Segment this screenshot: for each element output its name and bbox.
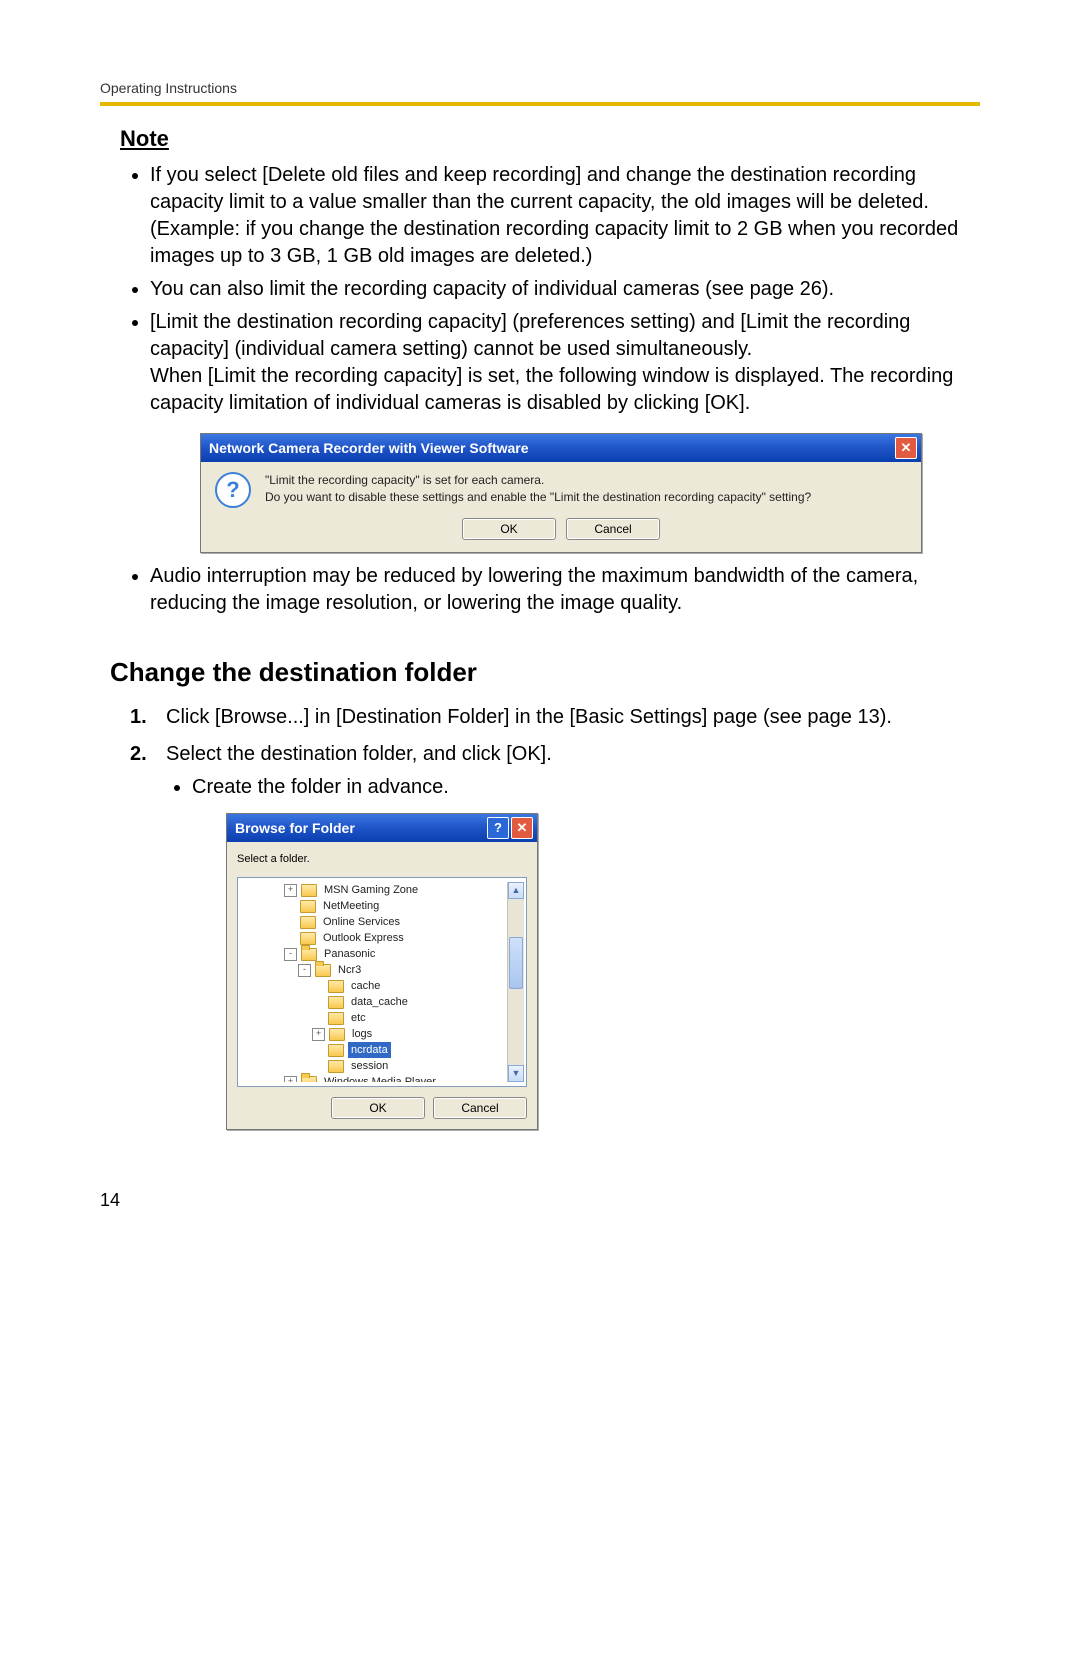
bullet-text: If you select [Delete old files and keep… (150, 162, 980, 270)
tree-node[interactable]: + Windows Media Player (242, 1074, 507, 1082)
node-label: ncrdata (348, 1042, 391, 1058)
document-page: Operating Instructions Note If you selec… (0, 0, 1080, 1271)
folder-icon (315, 964, 331, 977)
tree-node[interactable]: cache (242, 978, 507, 994)
note-bullet: [Limit the destination recording capacit… (150, 309, 980, 553)
header-text: Operating Instructions (100, 80, 980, 96)
steps-list: Click [Browse...] in [Destination Folder… (130, 704, 980, 1130)
section-heading: Change the destination folder (110, 657, 980, 688)
tree-node[interactable]: data_cache (242, 994, 507, 1010)
tree-node[interactable]: + MSN Gaming Zone (242, 882, 507, 898)
dialog-message: "Limit the recording capacity" is set fo… (265, 472, 811, 506)
dialog-prompt: Select a folder. (237, 852, 527, 867)
folder-icon (328, 1044, 344, 1057)
folder-icon (300, 932, 316, 945)
help-icon[interactable]: ? (487, 817, 509, 839)
node-label: session (348, 1058, 391, 1074)
node-label: logs (349, 1026, 375, 1042)
note-bullet: You can also limit the recording capacit… (150, 276, 980, 303)
dialog-message-line: Do you want to disable these settings an… (265, 489, 811, 506)
sub-bullet-list: Create the folder in advance. (192, 774, 980, 801)
question-icon: ? (215, 472, 251, 508)
folder-icon (329, 1028, 345, 1041)
dialog-message-line: "Limit the recording capacity" is set fo… (265, 472, 811, 489)
page-number: 14 (100, 1190, 980, 1211)
header-rule (100, 102, 980, 106)
folder-icon (328, 1012, 344, 1025)
step-text: Select the destination folder, and click… (166, 743, 552, 765)
dialog-button-row: OK Cancel (215, 518, 907, 540)
step-item: Click [Browse...] in [Destination Folder… (130, 704, 980, 731)
expand-icon[interactable]: + (284, 1076, 297, 1083)
dialog-title: Network Camera Recorder with Viewer Soft… (209, 439, 529, 458)
confirm-dialog: Network Camera Recorder with Viewer Soft… (200, 433, 922, 553)
note-bullet: If you select [Delete old files and keep… (150, 162, 980, 270)
node-label: data_cache (348, 994, 411, 1010)
node-label: etc (348, 1010, 369, 1026)
browse-folder-dialog: Browse for Folder ? ✕ Select a folder. +… (226, 813, 538, 1130)
node-label: NetMeeting (320, 898, 382, 914)
collapse-icon[interactable]: - (284, 948, 297, 961)
tree-node[interactable]: ncrdata (242, 1042, 507, 1058)
step-item: Select the destination folder, and click… (130, 741, 980, 1130)
tree-node[interactable]: + logs (242, 1026, 507, 1042)
folder-icon (301, 948, 317, 961)
folder-icon (300, 916, 316, 929)
node-label: MSN Gaming Zone (321, 882, 421, 898)
dialog-body: ? "Limit the recording capacity" is set … (201, 462, 921, 552)
node-label: Ncr3 (335, 962, 364, 978)
ok-button[interactable]: OK (462, 518, 556, 540)
tree-node[interactable]: Outlook Express (242, 930, 507, 946)
close-icon[interactable]: ✕ (511, 817, 533, 839)
collapse-icon[interactable]: - (298, 964, 311, 977)
node-label: Online Services (320, 914, 403, 930)
folder-icon (300, 900, 316, 913)
scrollbar-vertical[interactable]: ▲ ▼ (507, 882, 524, 1082)
cancel-button[interactable]: Cancel (566, 518, 660, 540)
note-bullet-list: If you select [Delete old files and keep… (150, 162, 980, 617)
cancel-button[interactable]: Cancel (433, 1097, 527, 1119)
folder-tree-container: + MSN Gaming Zone NetMeeting Online Servi… (237, 877, 527, 1087)
tree-node[interactable]: Online Services (242, 914, 507, 930)
tree-node[interactable]: etc (242, 1010, 507, 1026)
note-heading: Note (120, 126, 980, 152)
ok-button[interactable]: OK (331, 1097, 425, 1119)
titlebar-buttons: ? ✕ (487, 817, 533, 839)
node-label: Panasonic (321, 946, 378, 962)
node-label: cache (348, 978, 383, 994)
expand-icon[interactable]: + (312, 1028, 325, 1041)
sub-bullet-item: Create the folder in advance. (192, 774, 980, 801)
note-bullet: Audio interruption may be reduced by low… (150, 563, 980, 617)
folder-icon (328, 980, 344, 993)
tree-node[interactable]: NetMeeting (242, 898, 507, 914)
scroll-down-icon[interactable]: ▼ (508, 1065, 524, 1082)
folder-icon (301, 884, 317, 897)
scroll-up-icon[interactable]: ▲ (508, 882, 524, 899)
dialog-button-row: OK Cancel (237, 1097, 527, 1119)
node-label: Outlook Express (320, 930, 407, 946)
expand-icon[interactable]: + (284, 884, 297, 897)
tree-node[interactable]: session (242, 1058, 507, 1074)
bullet-text: You can also limit the recording capacit… (150, 276, 980, 303)
titlebar-buttons: ✕ (895, 437, 917, 459)
scroll-thumb[interactable] (509, 937, 523, 989)
dialog-titlebar[interactable]: Network Camera Recorder with Viewer Soft… (201, 434, 921, 462)
tree-node[interactable]: - Ncr3 (242, 962, 507, 978)
tree-node[interactable]: - Panasonic (242, 946, 507, 962)
bullet-text: [Limit the destination recording capacit… (150, 309, 980, 417)
node-label: Windows Media Player (321, 1074, 439, 1082)
dialog-body: Select a folder. + MSN Gaming Zone NetMee… (227, 842, 537, 1129)
step-text: Click [Browse...] in [Destination Folder… (166, 706, 892, 728)
dialog-title: Browse for Folder (235, 819, 355, 838)
bullet-text: Audio interruption may be reduced by low… (150, 563, 980, 617)
folder-icon (301, 1076, 317, 1083)
folder-icon (328, 996, 344, 1009)
folder-tree[interactable]: + MSN Gaming Zone NetMeeting Online Servi… (240, 882, 507, 1082)
dialog-titlebar[interactable]: Browse for Folder ? ✕ (227, 814, 537, 842)
folder-icon (328, 1060, 344, 1073)
close-icon[interactable]: ✕ (895, 437, 917, 459)
